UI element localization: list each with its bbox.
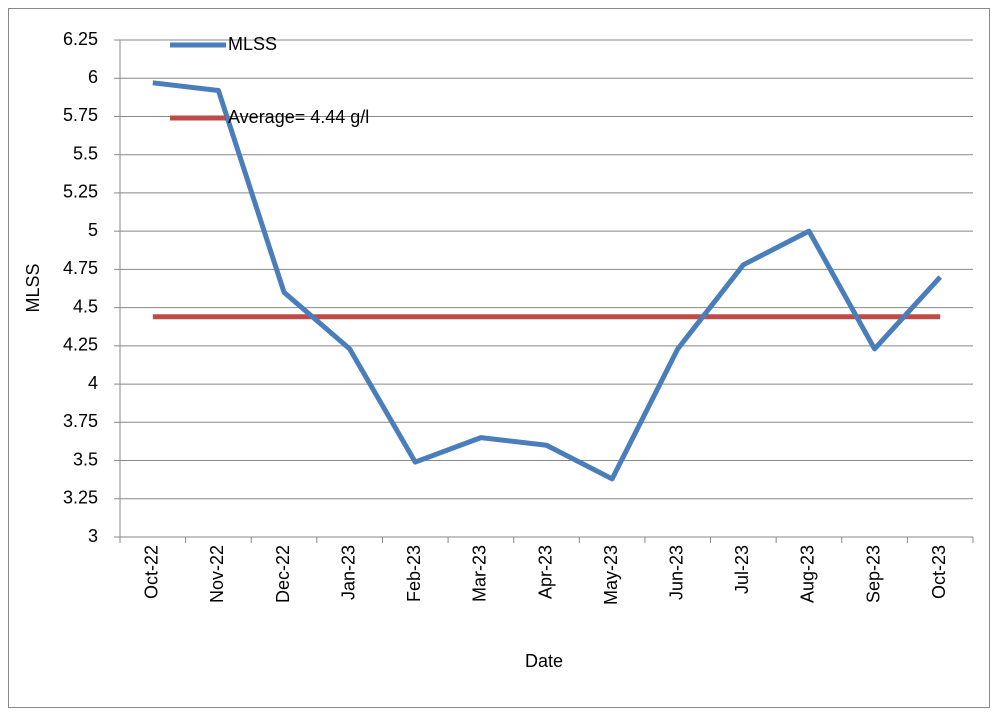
x-tick-label: May-23 <box>601 545 621 605</box>
x-tick-label: Oct-22 <box>142 545 162 599</box>
y-tick-label: 3.75 <box>63 411 98 431</box>
y-tick-label: 5.5 <box>73 143 98 163</box>
y-tick-label: 6.25 <box>63 29 98 49</box>
series-line <box>152 80 943 482</box>
x-tick-label: Nov-22 <box>207 545 227 603</box>
x-tick-label: Jul-23 <box>732 545 752 594</box>
x-tick-label: Apr-23 <box>535 545 555 599</box>
y-tick-label: 3.25 <box>63 488 98 508</box>
x-tick-label: Sep-23 <box>863 545 883 603</box>
y-tick-label: 6 <box>88 67 98 87</box>
chart-border <box>8 8 990 708</box>
x-tick-label: Mar-23 <box>470 545 490 602</box>
x-axis-label: Date <box>525 651 563 671</box>
legend-label: Average= 4.44 g/l <box>228 107 369 127</box>
y-tick-label: 4.75 <box>63 258 98 278</box>
y-axis-label: MLSS <box>23 263 43 312</box>
x-tick-label: Oct-23 <box>929 545 949 599</box>
x-tick-label: Aug-23 <box>798 545 818 603</box>
y-tick-label: 4.5 <box>73 296 98 316</box>
x-tick-label: Dec-22 <box>273 545 293 603</box>
x-tick-label: Feb-23 <box>404 545 424 602</box>
x-tick-label: Jan-23 <box>338 545 358 600</box>
y-tick-label: 3 <box>88 526 98 546</box>
y-tick-label: 5 <box>88 220 98 240</box>
y-tick-label: 5.75 <box>63 105 98 125</box>
y-tick-label: 4.25 <box>63 335 98 355</box>
y-tick-label: 3.5 <box>73 449 98 469</box>
y-tick-label: 5.25 <box>63 182 98 202</box>
legend-label: MLSS <box>228 34 277 54</box>
y-tick-label: 4 <box>88 373 98 393</box>
x-tick-label: Jun-23 <box>666 545 686 600</box>
